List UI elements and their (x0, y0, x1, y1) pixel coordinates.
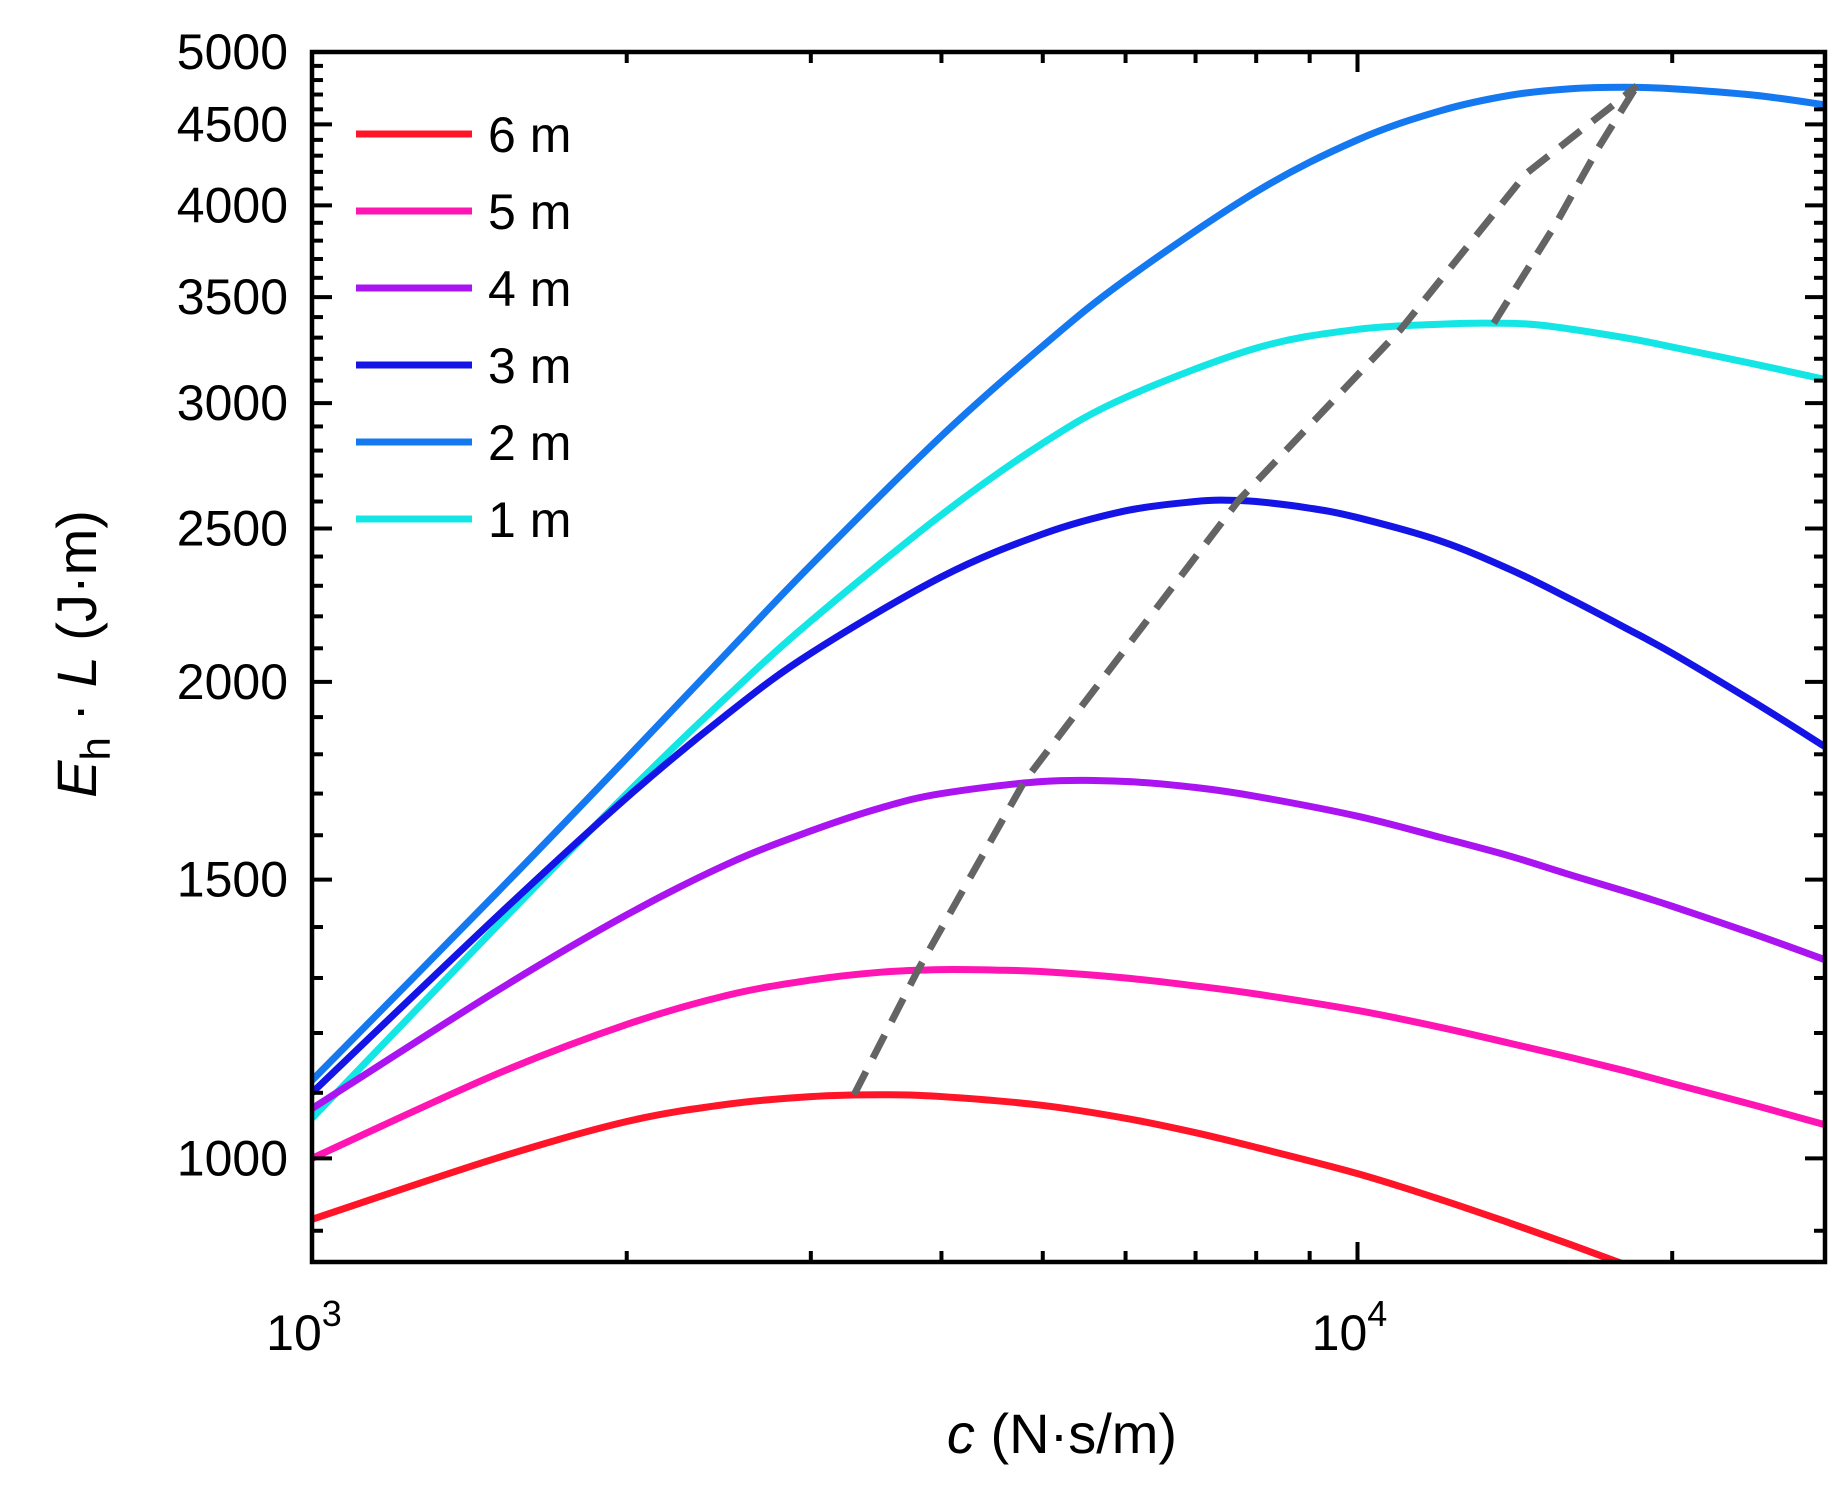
legend-label: 3 m (488, 338, 571, 394)
x-tick-label: 103 (266, 1293, 342, 1361)
legend-item: 4 m (356, 261, 571, 317)
y-axis-title-unit: (J·m) (45, 510, 108, 656)
legend-label: 1 m (488, 492, 571, 548)
optimum-locus-line (850, 83, 1640, 1097)
y-axis-title-var2: L (45, 656, 108, 687)
plot-frame (309, 49, 1828, 1265)
x-axis-title-var: c (947, 1402, 975, 1465)
y-tick-label: 1000 (177, 1130, 288, 1186)
y-tick-label: 4000 (177, 177, 288, 233)
y-tick-label: 1500 (177, 852, 288, 908)
legend-label: 6 m (488, 107, 571, 163)
y-tick-label: 3500 (177, 269, 288, 325)
legend-item: 3 m (356, 338, 571, 394)
y-tick-label: 5000 (177, 24, 288, 80)
optimum-locus-upper-line (1490, 83, 1640, 326)
legend-item: 1 m (356, 492, 571, 548)
y-tick-label: 2500 (177, 500, 288, 556)
x-tick-label: 104 (1312, 1293, 1388, 1361)
legend-label: 5 m (488, 184, 571, 240)
legend-label: 4 m (488, 261, 571, 317)
y-tick-label: 2000 (177, 654, 288, 710)
legend: 6 m 5 m 4 m 3 m 2 m 1 m (356, 107, 571, 548)
legend-label: 2 m (488, 415, 571, 471)
y-tick-label: 4500 (177, 96, 288, 152)
legend-item: 6 m (356, 107, 571, 163)
legend-item: 5 m (356, 184, 571, 240)
y-axis-title: Eh · L (J·m) (45, 510, 119, 798)
series-layer (312, 83, 1825, 1262)
series-line-5m (312, 965, 1825, 1162)
series-line-2m (312, 83, 1825, 1083)
series-line-3m (312, 496, 1825, 1096)
y-axis-title-sub: h (72, 737, 119, 760)
y-tick-label: 3000 (177, 375, 288, 431)
y-axis-title-dot: · (45, 687, 108, 737)
series-line-6m (312, 1091, 1628, 1262)
labels-layer: 1000 1500 2000 2500 3000 3500 4000 4500 5000 103 1… (177, 24, 1388, 1361)
y-axis-title-var: E (45, 760, 108, 798)
x-axis-title: c (N·s/m) (947, 1402, 1177, 1465)
x-axis-title-unit: (N·s/m) (975, 1402, 1177, 1465)
series-line-4m (312, 776, 1825, 1112)
legend-item: 2 m (356, 415, 571, 471)
